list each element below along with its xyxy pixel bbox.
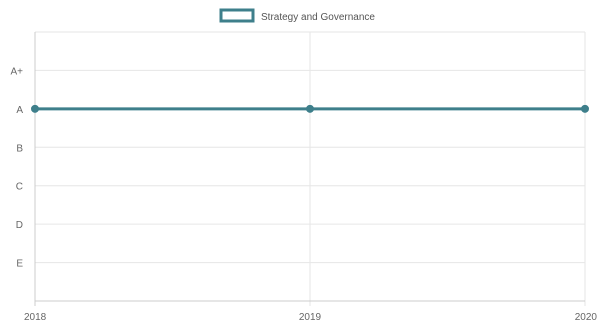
data-point[interactable] (581, 104, 589, 113)
y-tick-label: A (16, 105, 23, 116)
x-tick-label: 2019 (299, 312, 322, 323)
grid (34, 31, 586, 306)
y-tick-label: A+ (10, 66, 23, 77)
x-tick-label: 2020 (575, 312, 597, 323)
series-layer (31, 104, 589, 113)
data-point[interactable] (306, 104, 314, 113)
y-tick-label: C (16, 182, 23, 193)
legend[interactable]: Strategy and Governance (219, 8, 375, 23)
y-tick-label: D (16, 220, 23, 231)
legend-swatch[interactable] (219, 8, 255, 23)
legend-label[interactable]: Strategy and Governance (261, 12, 375, 23)
data-point[interactable] (31, 104, 39, 113)
axes: E D C B A A+ 2018 2019 2020 (10, 32, 597, 323)
y-tick-label: E (16, 259, 23, 270)
y-tick-label: B (16, 143, 23, 154)
x-tick-label: 2018 (24, 312, 47, 323)
